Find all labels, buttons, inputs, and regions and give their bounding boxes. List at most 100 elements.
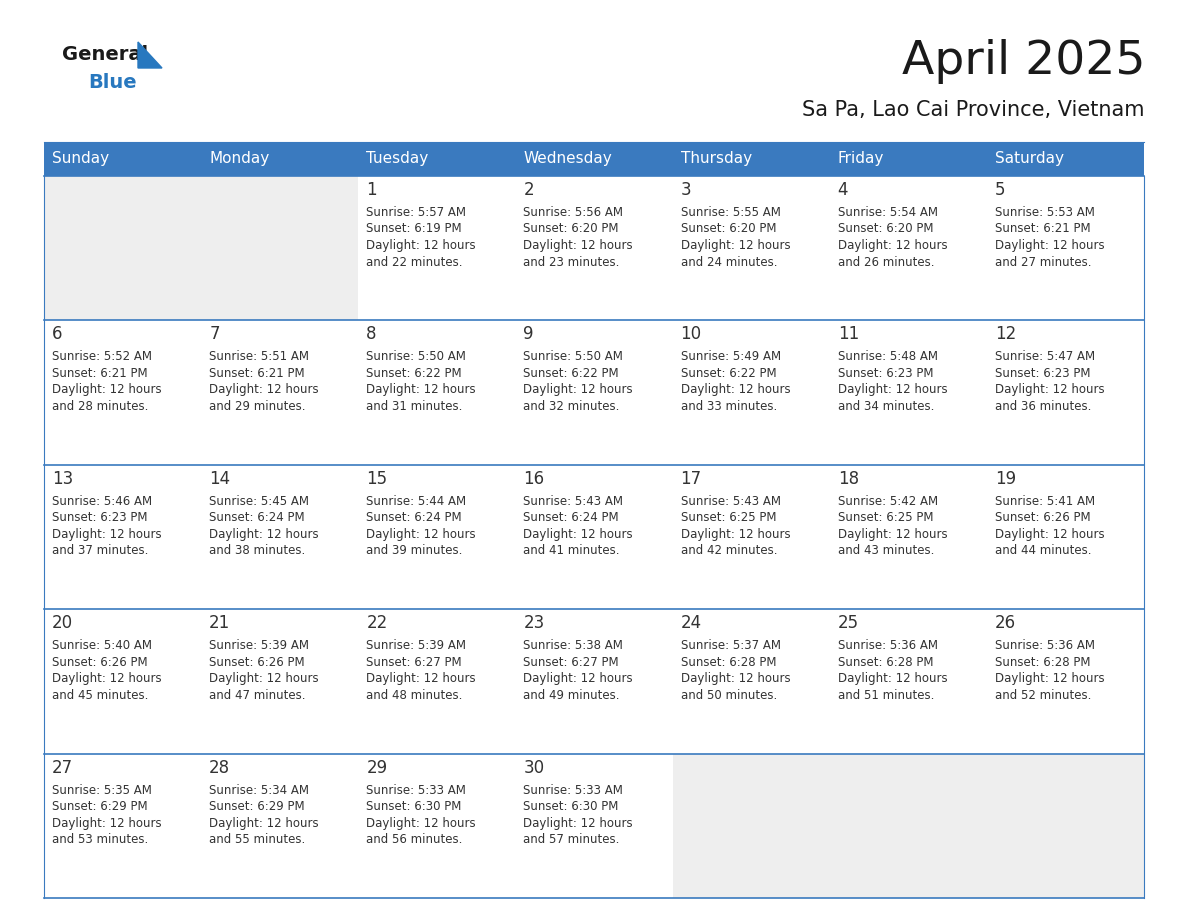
Bar bbox=[672, 142, 829, 176]
Bar bbox=[516, 142, 672, 176]
Text: Sunrise: 5:47 AM: Sunrise: 5:47 AM bbox=[994, 351, 1095, 364]
Text: Daylight: 12 hours: Daylight: 12 hours bbox=[524, 239, 633, 252]
Text: Sunset: 6:28 PM: Sunset: 6:28 PM bbox=[994, 655, 1091, 668]
Bar bbox=[44, 610, 201, 754]
Text: and 32 minutes.: and 32 minutes. bbox=[524, 400, 620, 413]
Text: Daylight: 12 hours: Daylight: 12 hours bbox=[994, 384, 1105, 397]
Text: Sunset: 6:22 PM: Sunset: 6:22 PM bbox=[366, 367, 462, 380]
Bar bbox=[672, 176, 829, 320]
Text: Sunset: 6:21 PM: Sunset: 6:21 PM bbox=[209, 367, 305, 380]
Bar bbox=[829, 320, 987, 465]
Text: Sunset: 6:27 PM: Sunset: 6:27 PM bbox=[366, 655, 462, 668]
Bar bbox=[987, 176, 1144, 320]
Text: and 31 minutes.: and 31 minutes. bbox=[366, 400, 462, 413]
Text: Sunrise: 5:38 AM: Sunrise: 5:38 AM bbox=[524, 639, 624, 652]
Text: and 45 minutes.: and 45 minutes. bbox=[52, 688, 148, 701]
Text: and 34 minutes.: and 34 minutes. bbox=[838, 400, 934, 413]
Text: Sunrise: 5:33 AM: Sunrise: 5:33 AM bbox=[524, 784, 624, 797]
Bar bbox=[201, 142, 359, 176]
Text: Sunrise: 5:37 AM: Sunrise: 5:37 AM bbox=[681, 639, 781, 652]
Bar bbox=[987, 465, 1144, 610]
Text: Sunrise: 5:54 AM: Sunrise: 5:54 AM bbox=[838, 206, 937, 219]
Text: 18: 18 bbox=[838, 470, 859, 487]
Text: Saturday: Saturday bbox=[994, 151, 1064, 166]
Text: and 27 minutes.: and 27 minutes. bbox=[994, 255, 1092, 268]
Bar bbox=[201, 320, 359, 465]
Text: Sunset: 6:22 PM: Sunset: 6:22 PM bbox=[524, 367, 619, 380]
Text: and 50 minutes.: and 50 minutes. bbox=[681, 688, 777, 701]
Text: Sunrise: 5:50 AM: Sunrise: 5:50 AM bbox=[366, 351, 466, 364]
Text: 2: 2 bbox=[524, 181, 535, 199]
Text: 24: 24 bbox=[681, 614, 702, 633]
Bar bbox=[516, 465, 672, 610]
Text: Sunset: 6:29 PM: Sunset: 6:29 PM bbox=[209, 800, 305, 813]
Text: Sunrise: 5:48 AM: Sunrise: 5:48 AM bbox=[838, 351, 937, 364]
Text: 14: 14 bbox=[209, 470, 230, 487]
Text: Sunset: 6:29 PM: Sunset: 6:29 PM bbox=[52, 800, 147, 813]
Bar bbox=[516, 176, 672, 320]
Text: and 48 minutes.: and 48 minutes. bbox=[366, 688, 462, 701]
Text: Daylight: 12 hours: Daylight: 12 hours bbox=[681, 239, 790, 252]
Bar bbox=[44, 142, 201, 176]
Text: Sunrise: 5:52 AM: Sunrise: 5:52 AM bbox=[52, 351, 152, 364]
Text: Monday: Monday bbox=[209, 151, 270, 166]
Text: and 22 minutes.: and 22 minutes. bbox=[366, 255, 463, 268]
Bar bbox=[829, 176, 987, 320]
Text: Sunrise: 5:41 AM: Sunrise: 5:41 AM bbox=[994, 495, 1095, 508]
Text: 5: 5 bbox=[994, 181, 1005, 199]
Text: Sunset: 6:24 PM: Sunset: 6:24 PM bbox=[524, 511, 619, 524]
Text: and 55 minutes.: and 55 minutes. bbox=[209, 834, 305, 846]
Text: Daylight: 12 hours: Daylight: 12 hours bbox=[209, 528, 318, 541]
Bar bbox=[359, 610, 516, 754]
Text: Sunrise: 5:39 AM: Sunrise: 5:39 AM bbox=[366, 639, 466, 652]
Text: Daylight: 12 hours: Daylight: 12 hours bbox=[994, 528, 1105, 541]
Text: Sunrise: 5:33 AM: Sunrise: 5:33 AM bbox=[366, 784, 466, 797]
Text: Sunset: 6:26 PM: Sunset: 6:26 PM bbox=[994, 511, 1091, 524]
Text: and 49 minutes.: and 49 minutes. bbox=[524, 688, 620, 701]
Text: Sunrise: 5:43 AM: Sunrise: 5:43 AM bbox=[681, 495, 781, 508]
Bar bbox=[44, 176, 201, 320]
Bar bbox=[201, 754, 359, 898]
Text: 10: 10 bbox=[681, 325, 702, 343]
Text: 15: 15 bbox=[366, 470, 387, 487]
Text: Daylight: 12 hours: Daylight: 12 hours bbox=[366, 239, 476, 252]
Text: Sunrise: 5:53 AM: Sunrise: 5:53 AM bbox=[994, 206, 1094, 219]
Text: Sunset: 6:30 PM: Sunset: 6:30 PM bbox=[524, 800, 619, 813]
Bar bbox=[44, 320, 201, 465]
Text: Sunset: 6:26 PM: Sunset: 6:26 PM bbox=[209, 655, 305, 668]
Text: and 52 minutes.: and 52 minutes. bbox=[994, 688, 1092, 701]
Bar bbox=[829, 465, 987, 610]
Bar bbox=[516, 610, 672, 754]
Text: 30: 30 bbox=[524, 758, 544, 777]
Text: Daylight: 12 hours: Daylight: 12 hours bbox=[366, 672, 476, 685]
Text: Daylight: 12 hours: Daylight: 12 hours bbox=[994, 672, 1105, 685]
Text: and 41 minutes.: and 41 minutes. bbox=[524, 544, 620, 557]
Text: Sunset: 6:19 PM: Sunset: 6:19 PM bbox=[366, 222, 462, 236]
Text: and 53 minutes.: and 53 minutes. bbox=[52, 834, 148, 846]
Text: Sunrise: 5:57 AM: Sunrise: 5:57 AM bbox=[366, 206, 466, 219]
Text: Daylight: 12 hours: Daylight: 12 hours bbox=[366, 528, 476, 541]
Bar bbox=[359, 465, 516, 610]
Text: Daylight: 12 hours: Daylight: 12 hours bbox=[524, 528, 633, 541]
Polygon shape bbox=[138, 42, 162, 68]
Text: and 51 minutes.: and 51 minutes. bbox=[838, 688, 934, 701]
Text: Daylight: 12 hours: Daylight: 12 hours bbox=[681, 528, 790, 541]
Text: Sunrise: 5:49 AM: Sunrise: 5:49 AM bbox=[681, 351, 781, 364]
Text: Sa Pa, Lao Cai Province, Vietnam: Sa Pa, Lao Cai Province, Vietnam bbox=[803, 100, 1145, 120]
Text: Daylight: 12 hours: Daylight: 12 hours bbox=[52, 528, 162, 541]
Bar bbox=[829, 754, 987, 898]
Text: Sunset: 6:26 PM: Sunset: 6:26 PM bbox=[52, 655, 147, 668]
Text: 11: 11 bbox=[838, 325, 859, 343]
Text: Daylight: 12 hours: Daylight: 12 hours bbox=[209, 672, 318, 685]
Text: Daylight: 12 hours: Daylight: 12 hours bbox=[838, 239, 947, 252]
Text: and 38 minutes.: and 38 minutes. bbox=[209, 544, 305, 557]
Bar bbox=[829, 610, 987, 754]
Bar bbox=[516, 320, 672, 465]
Bar bbox=[516, 754, 672, 898]
Text: Sunset: 6:25 PM: Sunset: 6:25 PM bbox=[838, 511, 934, 524]
Text: 20: 20 bbox=[52, 614, 74, 633]
Text: Daylight: 12 hours: Daylight: 12 hours bbox=[209, 384, 318, 397]
Bar bbox=[359, 320, 516, 465]
Text: Sunrise: 5:35 AM: Sunrise: 5:35 AM bbox=[52, 784, 152, 797]
Text: and 44 minutes.: and 44 minutes. bbox=[994, 544, 1092, 557]
